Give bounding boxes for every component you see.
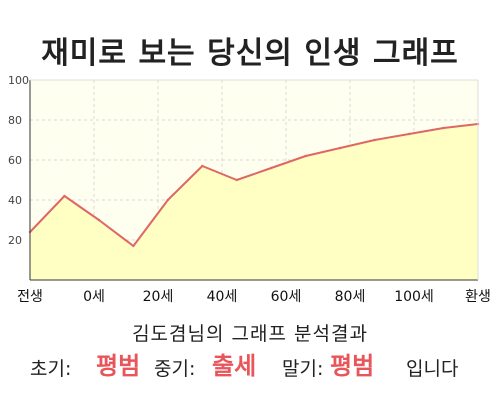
area-layer bbox=[28, 122, 480, 280]
x-tick-label-3: 40세 bbox=[207, 289, 238, 305]
data-point-2 bbox=[97, 218, 101, 222]
y-tick-label-3: 80 bbox=[8, 114, 22, 127]
y-tick-labels: 20 40 60 80 100 bbox=[8, 74, 29, 247]
x-tick-label-7: 환생 bbox=[465, 289, 491, 305]
middle-label: 중기: bbox=[154, 358, 196, 380]
x-tick-label-2: 20세 bbox=[143, 289, 174, 305]
early-value: 평범 bbox=[96, 352, 141, 380]
data-point-11 bbox=[407, 132, 411, 136]
chart-title: 재미로 보는 당신의 인생 그래프 bbox=[41, 36, 459, 71]
early-label: 초기: bbox=[30, 358, 72, 380]
result-verdict: 초기: 평범 중기: 출세 말기: 평범 입니다 bbox=[0, 346, 500, 380]
y-tick-label-4: 100 bbox=[8, 74, 29, 87]
axis-layer bbox=[29, 79, 479, 281]
data-point-12 bbox=[442, 126, 445, 130]
middle-value: 출세 bbox=[212, 352, 257, 380]
area-fill bbox=[30, 124, 478, 280]
x-tick-label-1: 0세 bbox=[83, 289, 105, 305]
late-label: 말기: bbox=[282, 358, 324, 380]
data-point-3 bbox=[132, 244, 135, 248]
data-point-9 bbox=[338, 146, 342, 150]
data-point-10 bbox=[373, 138, 376, 142]
x-tick-label-0: 전생 bbox=[17, 289, 43, 305]
result-subtitle: 김도겸님의 그래프 분석결과 bbox=[132, 323, 368, 345]
data-point-1 bbox=[63, 194, 66, 198]
life-line bbox=[29, 123, 479, 247]
data-point-8 bbox=[304, 154, 307, 158]
y-tick-label-2: 60 bbox=[8, 154, 22, 167]
x-tick-label-4: 60세 bbox=[271, 289, 302, 305]
x-tick-label-6: 100세 bbox=[394, 289, 434, 305]
y-tick-label-1: 40 bbox=[8, 194, 22, 207]
x-tick-label-5: 80세 bbox=[335, 289, 366, 305]
late-value: 평범 bbox=[330, 352, 375, 380]
data-point-6 bbox=[235, 178, 238, 182]
x-tick-labels: 전생 0세 20세 40세 60세 80세 100세 환생 bbox=[17, 289, 491, 305]
result-ending: 입니다 bbox=[406, 358, 459, 380]
data-point-4 bbox=[166, 198, 170, 202]
data-point-7 bbox=[270, 166, 273, 170]
data-point-5 bbox=[201, 164, 204, 168]
y-tick-label-0: 20 bbox=[8, 234, 22, 247]
